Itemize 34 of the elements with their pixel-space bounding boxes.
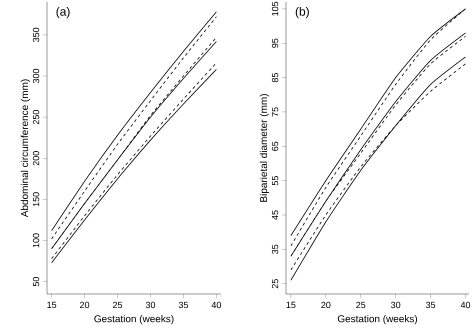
x-axis-title: Gestation (weeks) <box>338 314 418 324</box>
y-tick-label: 25 <box>272 279 278 288</box>
x-tick-label: 30 <box>146 302 156 308</box>
y-tick-label: 75 <box>272 107 278 116</box>
x-tick-label: 25 <box>112 302 122 308</box>
y-axis-title: Biparietal diameter (mm) <box>260 94 270 202</box>
y-axis-title: Abdominal circumference (mm) <box>20 79 30 218</box>
y-tick-label: 65 <box>272 142 278 151</box>
x-tick-label: 25 <box>356 302 366 308</box>
chart-title: (a) <box>56 6 70 18</box>
y-tick-label: 50 <box>32 277 40 286</box>
y-tick-label: 350 <box>32 28 40 42</box>
x-tick-label: 20 <box>80 302 90 308</box>
y-tick-label: 45 <box>272 210 278 220</box>
y-tick-label: 35 <box>272 244 278 254</box>
x-tick-label: 35 <box>178 302 188 308</box>
chart-title: (b) <box>296 6 309 18</box>
x-tick-label: 30 <box>391 302 400 308</box>
y-tick-label: 105 <box>272 2 278 16</box>
y-tick-label: 95 <box>272 38 278 48</box>
y-tick-label: 85 <box>272 72 278 82</box>
y-tick-label: 55 <box>272 176 278 186</box>
x-tick-label: 15 <box>286 302 296 308</box>
y-tick-label: 200 <box>32 151 40 166</box>
x-tick-label: 40 <box>460 302 470 308</box>
y-tick-label: 150 <box>32 192 40 206</box>
x-tick-label: 20 <box>321 302 330 308</box>
y-tick-label: 250 <box>32 110 40 124</box>
x-axis-title: Gestation (weeks) <box>94 314 174 324</box>
y-tick-label: 300 <box>32 68 40 84</box>
x-tick-label: 15 <box>47 302 56 308</box>
y-tick-label: 100 <box>32 233 40 248</box>
x-tick-label: 40 <box>212 302 222 308</box>
x-tick-label: 35 <box>426 302 436 308</box>
